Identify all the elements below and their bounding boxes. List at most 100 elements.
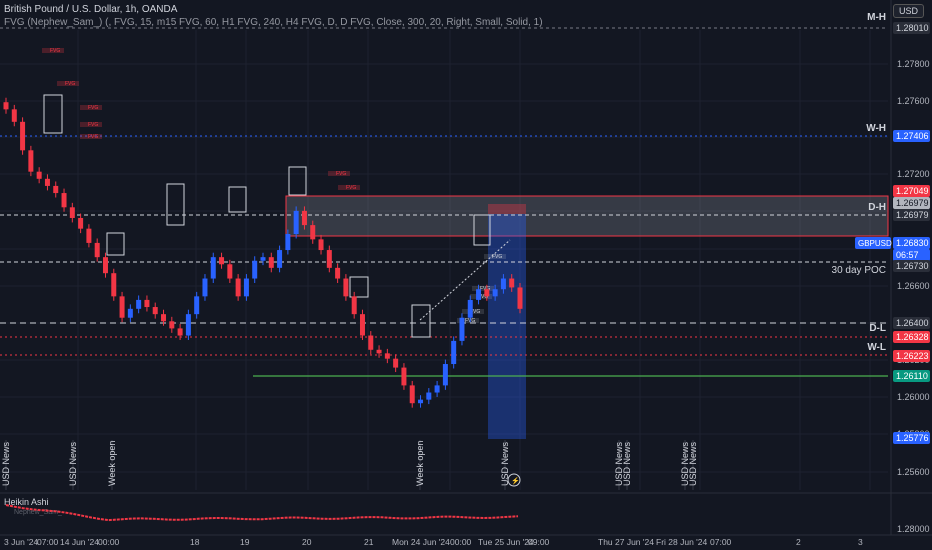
price-tick-label: 1.25600 — [897, 467, 930, 477]
fvg-marker — [338, 185, 360, 190]
candle-body[interactable] — [368, 335, 374, 350]
candle-body[interactable] — [252, 260, 258, 279]
candle-body[interactable] — [260, 257, 266, 261]
flash-icon[interactable] — [507, 473, 521, 487]
candle-body[interactable] — [418, 399, 424, 404]
news-label: USD News — [622, 441, 632, 486]
candle-body[interactable] — [243, 278, 249, 297]
candle-body[interactable] — [434, 385, 440, 393]
price-badge — [893, 249, 930, 261]
candle-body[interactable] — [78, 217, 84, 229]
candle-body[interactable] — [136, 299, 142, 309]
label-daily-high: D-H — [868, 202, 886, 213]
candle-body[interactable] — [194, 296, 200, 315]
candle-body[interactable] — [28, 150, 34, 172]
candle-body[interactable] — [459, 317, 465, 341]
candle-body[interactable] — [268, 257, 274, 268]
candle-body[interactable] — [509, 278, 515, 288]
fvg-label: FVG — [470, 309, 480, 315]
price-badge — [893, 22, 930, 34]
candle-body[interactable] — [86, 228, 92, 243]
candle-body[interactable] — [44, 178, 50, 186]
price-badge — [893, 370, 930, 382]
candle-body[interactable] — [219, 257, 225, 265]
time-axis-label: 2 — [796, 537, 801, 547]
candle-body[interactable] — [20, 121, 26, 151]
currency-button[interactable]: USD — [892, 4, 924, 18]
candle-body[interactable] — [53, 185, 59, 194]
fvg-label: FVG — [478, 294, 488, 300]
time-axis-label: Mon 24 Jun '24 — [392, 537, 450, 547]
candle-body[interactable] — [111, 273, 117, 297]
fvg-label: FVG — [88, 134, 98, 140]
price-badge — [893, 260, 930, 272]
candle-body[interactable] — [152, 307, 158, 315]
heikin-ashi-series[interactable] — [5, 504, 519, 522]
fvg-box — [228, 186, 247, 213]
candle-body[interactable] — [144, 299, 150, 308]
candle-body[interactable] — [202, 278, 208, 297]
candle-body[interactable] — [94, 242, 100, 258]
candle-body[interactable] — [285, 234, 291, 251]
candle-body[interactable] — [401, 367, 407, 386]
candle-body[interactable] — [301, 210, 307, 226]
fvg-marker — [462, 309, 484, 314]
candle-body[interactable] — [210, 257, 216, 279]
candle-body[interactable] — [310, 225, 316, 240]
position-box[interactable] — [488, 214, 526, 439]
time-axis-label: 07:00 — [710, 537, 732, 547]
price-badge-text: 1.26110 — [896, 371, 928, 381]
candle-body[interactable] — [185, 314, 191, 336]
candle-body[interactable] — [127, 308, 133, 318]
time-axis-label: 20 — [302, 537, 312, 547]
candle-body[interactable] — [335, 267, 341, 279]
candle-body[interactable] — [343, 278, 349, 297]
candle-body[interactable] — [36, 171, 42, 179]
time-axis-label: 21 — [364, 537, 374, 547]
candle-body[interactable] — [293, 210, 299, 235]
candle-body[interactable] — [277, 250, 283, 268]
candle-body[interactable] — [384, 353, 390, 359]
candle-body[interactable] — [11, 109, 17, 122]
candle-body[interactable] — [451, 340, 457, 365]
time-axis-label: 09:00 — [528, 537, 550, 547]
candle-body[interactable] — [484, 289, 490, 297]
candle-body[interactable] — [169, 321, 175, 329]
candle-body[interactable] — [492, 289, 498, 297]
candle-body[interactable] — [393, 358, 399, 368]
candle-body[interactable] — [409, 385, 415, 404]
time-axis-bg — [0, 535, 932, 550]
candle-body[interactable] — [69, 207, 75, 218]
price-badge-text: 1.26223 — [896, 351, 929, 361]
fvg-box — [43, 94, 63, 134]
time-axis-label: 07:00 — [37, 537, 59, 547]
time-axis-label: 3 Jun '24 — [4, 537, 39, 547]
label-monthly-high: M-H — [867, 12, 886, 23]
price-badge-text: 1.28010 — [896, 23, 929, 33]
candle-body[interactable] — [476, 289, 482, 300]
candle-body[interactable] — [235, 278, 241, 297]
fvg-label: FVG — [88, 105, 98, 111]
candle-body[interactable] — [61, 193, 67, 208]
candle-body[interactable] — [318, 239, 324, 251]
candle-body[interactable] — [376, 349, 382, 354]
candle-body[interactable] — [426, 392, 432, 400]
time-axis-label: 14 Jun '24 — [60, 537, 99, 547]
candle-body[interactable] — [500, 278, 506, 290]
candle-body[interactable] — [517, 287, 523, 309]
candle-body[interactable] — [3, 102, 9, 110]
trend-line[interactable] — [419, 239, 511, 321]
candle-body[interactable] — [442, 364, 448, 386]
candle-body[interactable] — [467, 299, 473, 318]
label-weekly-low: W-L — [867, 342, 886, 353]
candle-body[interactable] — [326, 250, 332, 268]
candle-body[interactable] — [119, 296, 125, 318]
candle-body[interactable] — [227, 264, 233, 279]
candle-body[interactable] — [351, 296, 357, 315]
candle-body[interactable] — [102, 257, 108, 274]
candle-body[interactable] — [177, 328, 183, 336]
candle-body[interactable] — [161, 314, 167, 322]
indicator-legend[interactable]: FVG (Nephew_Sam_) (, FVG, 15, m15 FVG, 6… — [4, 17, 543, 28]
candle-body[interactable] — [359, 314, 365, 336]
